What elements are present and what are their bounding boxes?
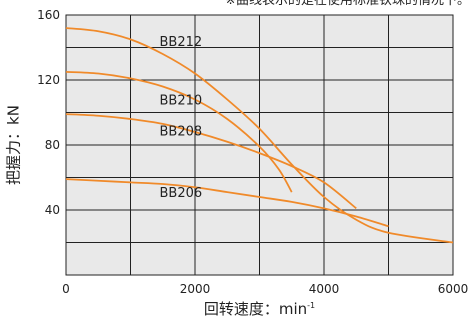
x-tick-label: 4000 (309, 282, 340, 296)
y-tick-label: 120 (37, 73, 60, 87)
y-tick-label: 160 (37, 8, 60, 22)
x-axis-title-main: 回转速度：min (204, 300, 307, 318)
y-axis-title: 把握力：kN (5, 105, 23, 185)
x-tick-label: 2000 (180, 282, 211, 296)
chart-note: ※曲线表示的是在使用标准钦珠的情况下。 (225, 0, 470, 8)
y-tick-label: 80 (45, 138, 60, 152)
series-line-bb212 (65, 27, 454, 244)
x-axis-title-sup: -1 (307, 301, 315, 310)
series-labels: BB212 BB210 BB208 BB206 (160, 35, 203, 201)
y-tick-labels: 40 80 120 160 (37, 8, 60, 217)
x-tick-label: 0 (62, 282, 70, 296)
series-label-bb210: BB210 (160, 93, 203, 108)
y-tick-label: 40 (45, 203, 60, 217)
x-tick-labels: 0 2000 4000 6000 (62, 282, 468, 296)
series-line-bb206 (65, 178, 389, 228)
x-axis-title: 回转速度：min-1 (204, 300, 315, 318)
series-line-bb210 (65, 70, 293, 193)
plot-border (65, 14, 454, 276)
series-label-bb208: BB208 (160, 124, 203, 139)
series-lines (65, 27, 454, 244)
series-label-bb206: BB206 (160, 186, 203, 201)
grid-lines (65, 14, 454, 276)
series-line-bb208 (65, 113, 357, 210)
series-label-bb212: BB212 (160, 35, 203, 50)
x-tick-label: 6000 (438, 282, 469, 296)
